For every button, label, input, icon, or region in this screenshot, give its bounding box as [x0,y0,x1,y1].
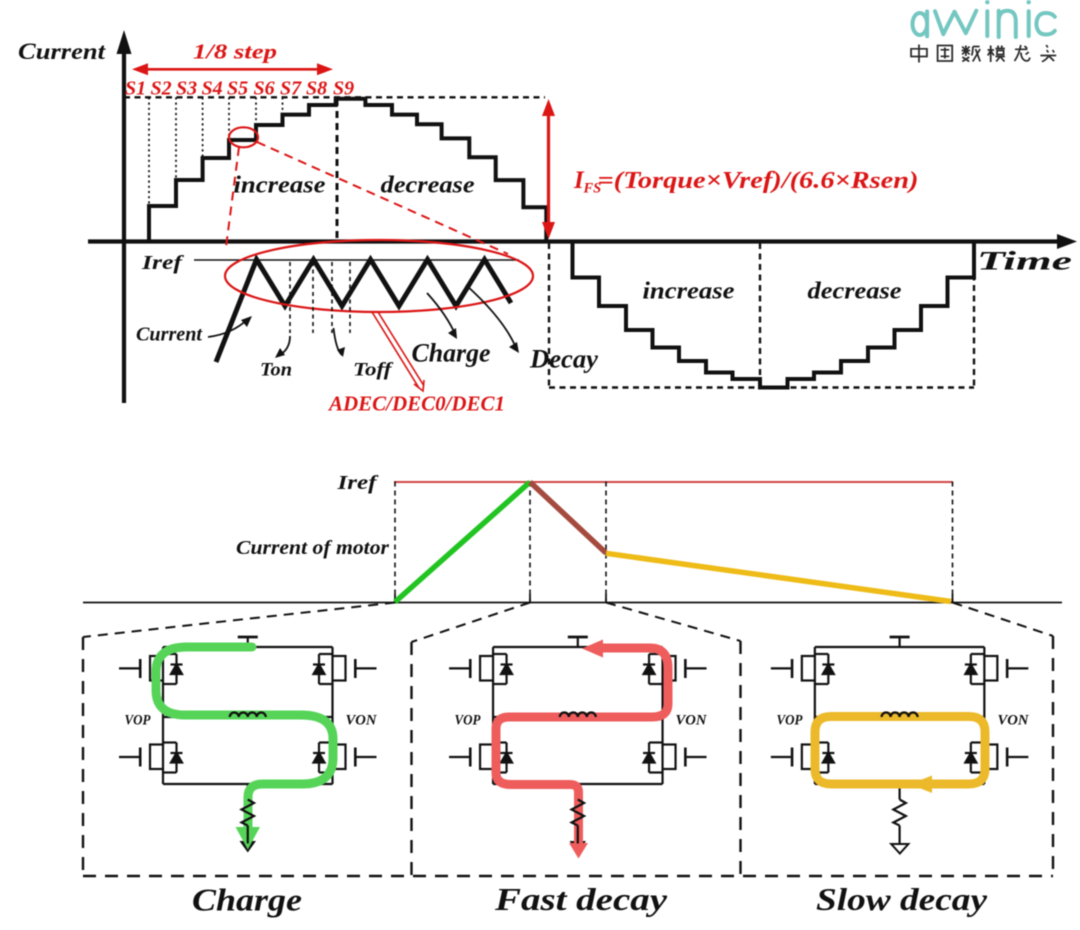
svg-text:S5: S5 [227,78,248,100]
svg-text:=(Torque×Vref)/(6.6×Rsen): =(Torque×Vref)/(6.6×Rsen) [598,168,919,194]
svg-text:S3: S3 [176,78,197,100]
svg-text:Toff: Toff [353,360,394,381]
svg-text:Iref: Iref [336,472,379,494]
svg-text:Fast decay: Fast decay [494,881,668,917]
svg-text:S6: S6 [254,78,275,100]
svg-text:I: I [573,167,585,194]
svg-text:FS: FS [583,181,602,197]
svg-text:VON: VON [676,713,708,729]
svg-text:VOP: VOP [455,713,482,729]
svg-text:decrease: decrease [808,279,902,305]
svg-text:Ton: Ton [260,360,292,381]
svg-text:increase: increase [234,173,326,199]
svg-text:Current: Current [136,324,203,346]
svg-text:S4: S4 [202,78,223,100]
svg-text:increase: increase [643,279,735,305]
svg-text:Charge: Charge [192,882,302,918]
svg-text:VON: VON [998,713,1030,729]
svg-text:S7: S7 [280,78,302,100]
svg-text:Charge: Charge [412,339,491,368]
svg-text:VOP: VOP [777,713,804,729]
svg-text:S1: S1 [125,78,146,100]
svg-text:S8: S8 [306,78,327,100]
svg-text:ADEC/DEC0/DEC1: ADEC/DEC0/DEC1 [327,392,505,416]
svg-text:VOP: VOP [125,713,152,729]
svg-text:Current: Current [18,39,106,64]
svg-text:Iref: Iref [141,252,185,274]
svg-text:Slow decay: Slow decay [816,881,988,917]
svg-text:S2: S2 [151,78,172,100]
svg-text:VON: VON [346,713,378,729]
svg-text:Time: Time [977,247,1072,276]
svg-text:1/8 step: 1/8 step [193,40,277,64]
svg-text:Decay: Decay [529,345,598,374]
svg-text:Current of motor: Current of motor [236,537,389,559]
svg-text:S9: S9 [333,78,354,100]
svg-text:decrease: decrease [381,173,475,199]
